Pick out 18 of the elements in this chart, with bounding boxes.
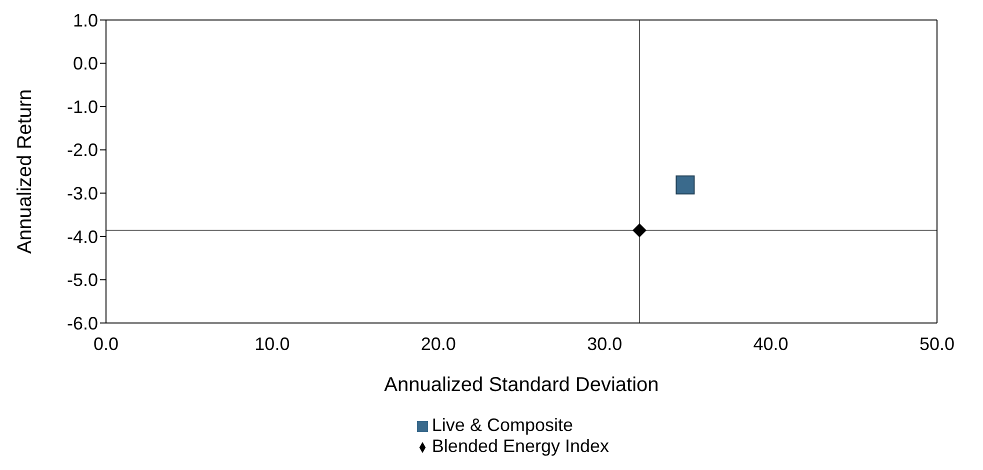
y-tick-label: -1.0 — [66, 96, 98, 117]
legend-label: Live & Composite — [432, 415, 573, 435]
x-tick-label: 50.0 — [919, 334, 955, 354]
y-tick-label: -5.0 — [66, 270, 98, 290]
y-tick-label: -6.0 — [66, 313, 98, 334]
x-tick-label: 0.0 — [93, 334, 119, 354]
x-tick-label: 20.0 — [420, 334, 456, 354]
y-tick-label: -4.0 — [66, 226, 98, 247]
y-tick-label: 1.0 — [72, 10, 98, 30]
y-tick-label: -2.0 — [66, 140, 98, 160]
y-axis-title: Annualized Return — [14, 89, 36, 254]
legend-label: Blended Energy Index — [432, 436, 610, 456]
y-tick-label: 0.0 — [72, 54, 98, 74]
y-tick-label: -3.0 — [66, 184, 98, 204]
x-tick-label: 10.0 — [254, 334, 290, 354]
x-axis-title: Annualized Standard Deviation — [384, 374, 659, 396]
x-tick-label: 40.0 — [753, 334, 788, 354]
x-tick-label: 30.0 — [587, 334, 622, 354]
